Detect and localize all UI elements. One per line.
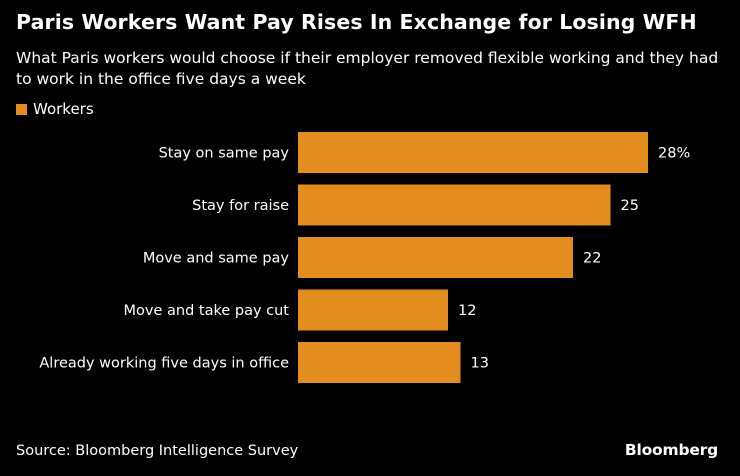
value-label: 28%: [658, 146, 690, 162]
value-label: 25: [621, 198, 639, 214]
value-label: 12: [458, 303, 476, 319]
chart-title: Paris Workers Want Pay Rises In Exchange…: [16, 10, 697, 34]
legend: Workers: [16, 100, 94, 118]
bar: [298, 342, 461, 383]
bar: [298, 237, 573, 278]
legend-swatch: [16, 103, 27, 115]
value-label: 13: [471, 356, 489, 372]
category-label: Stay for raise: [192, 198, 289, 214]
bar: [298, 289, 448, 331]
category-label: Stay on same pay: [159, 146, 290, 162]
value-label: 22: [583, 251, 601, 267]
category-label: Move and take pay cut: [124, 303, 290, 319]
category-label: Already working five days in office: [39, 356, 289, 372]
bar: [298, 132, 648, 173]
bloomberg-logo: Bloomberg: [624, 441, 718, 459]
source-note: Source: Bloomberg Intelligence Survey: [16, 443, 299, 459]
legend-label: Workers: [33, 100, 94, 118]
bar: [298, 184, 611, 226]
bar-chart: Stay on same pay 28% Stay for raise 25 Move …: [39, 132, 690, 383]
chart-subtitle: What Paris workers would choose if their…: [16, 49, 719, 88]
category-label: Move and same pay: [143, 251, 290, 267]
